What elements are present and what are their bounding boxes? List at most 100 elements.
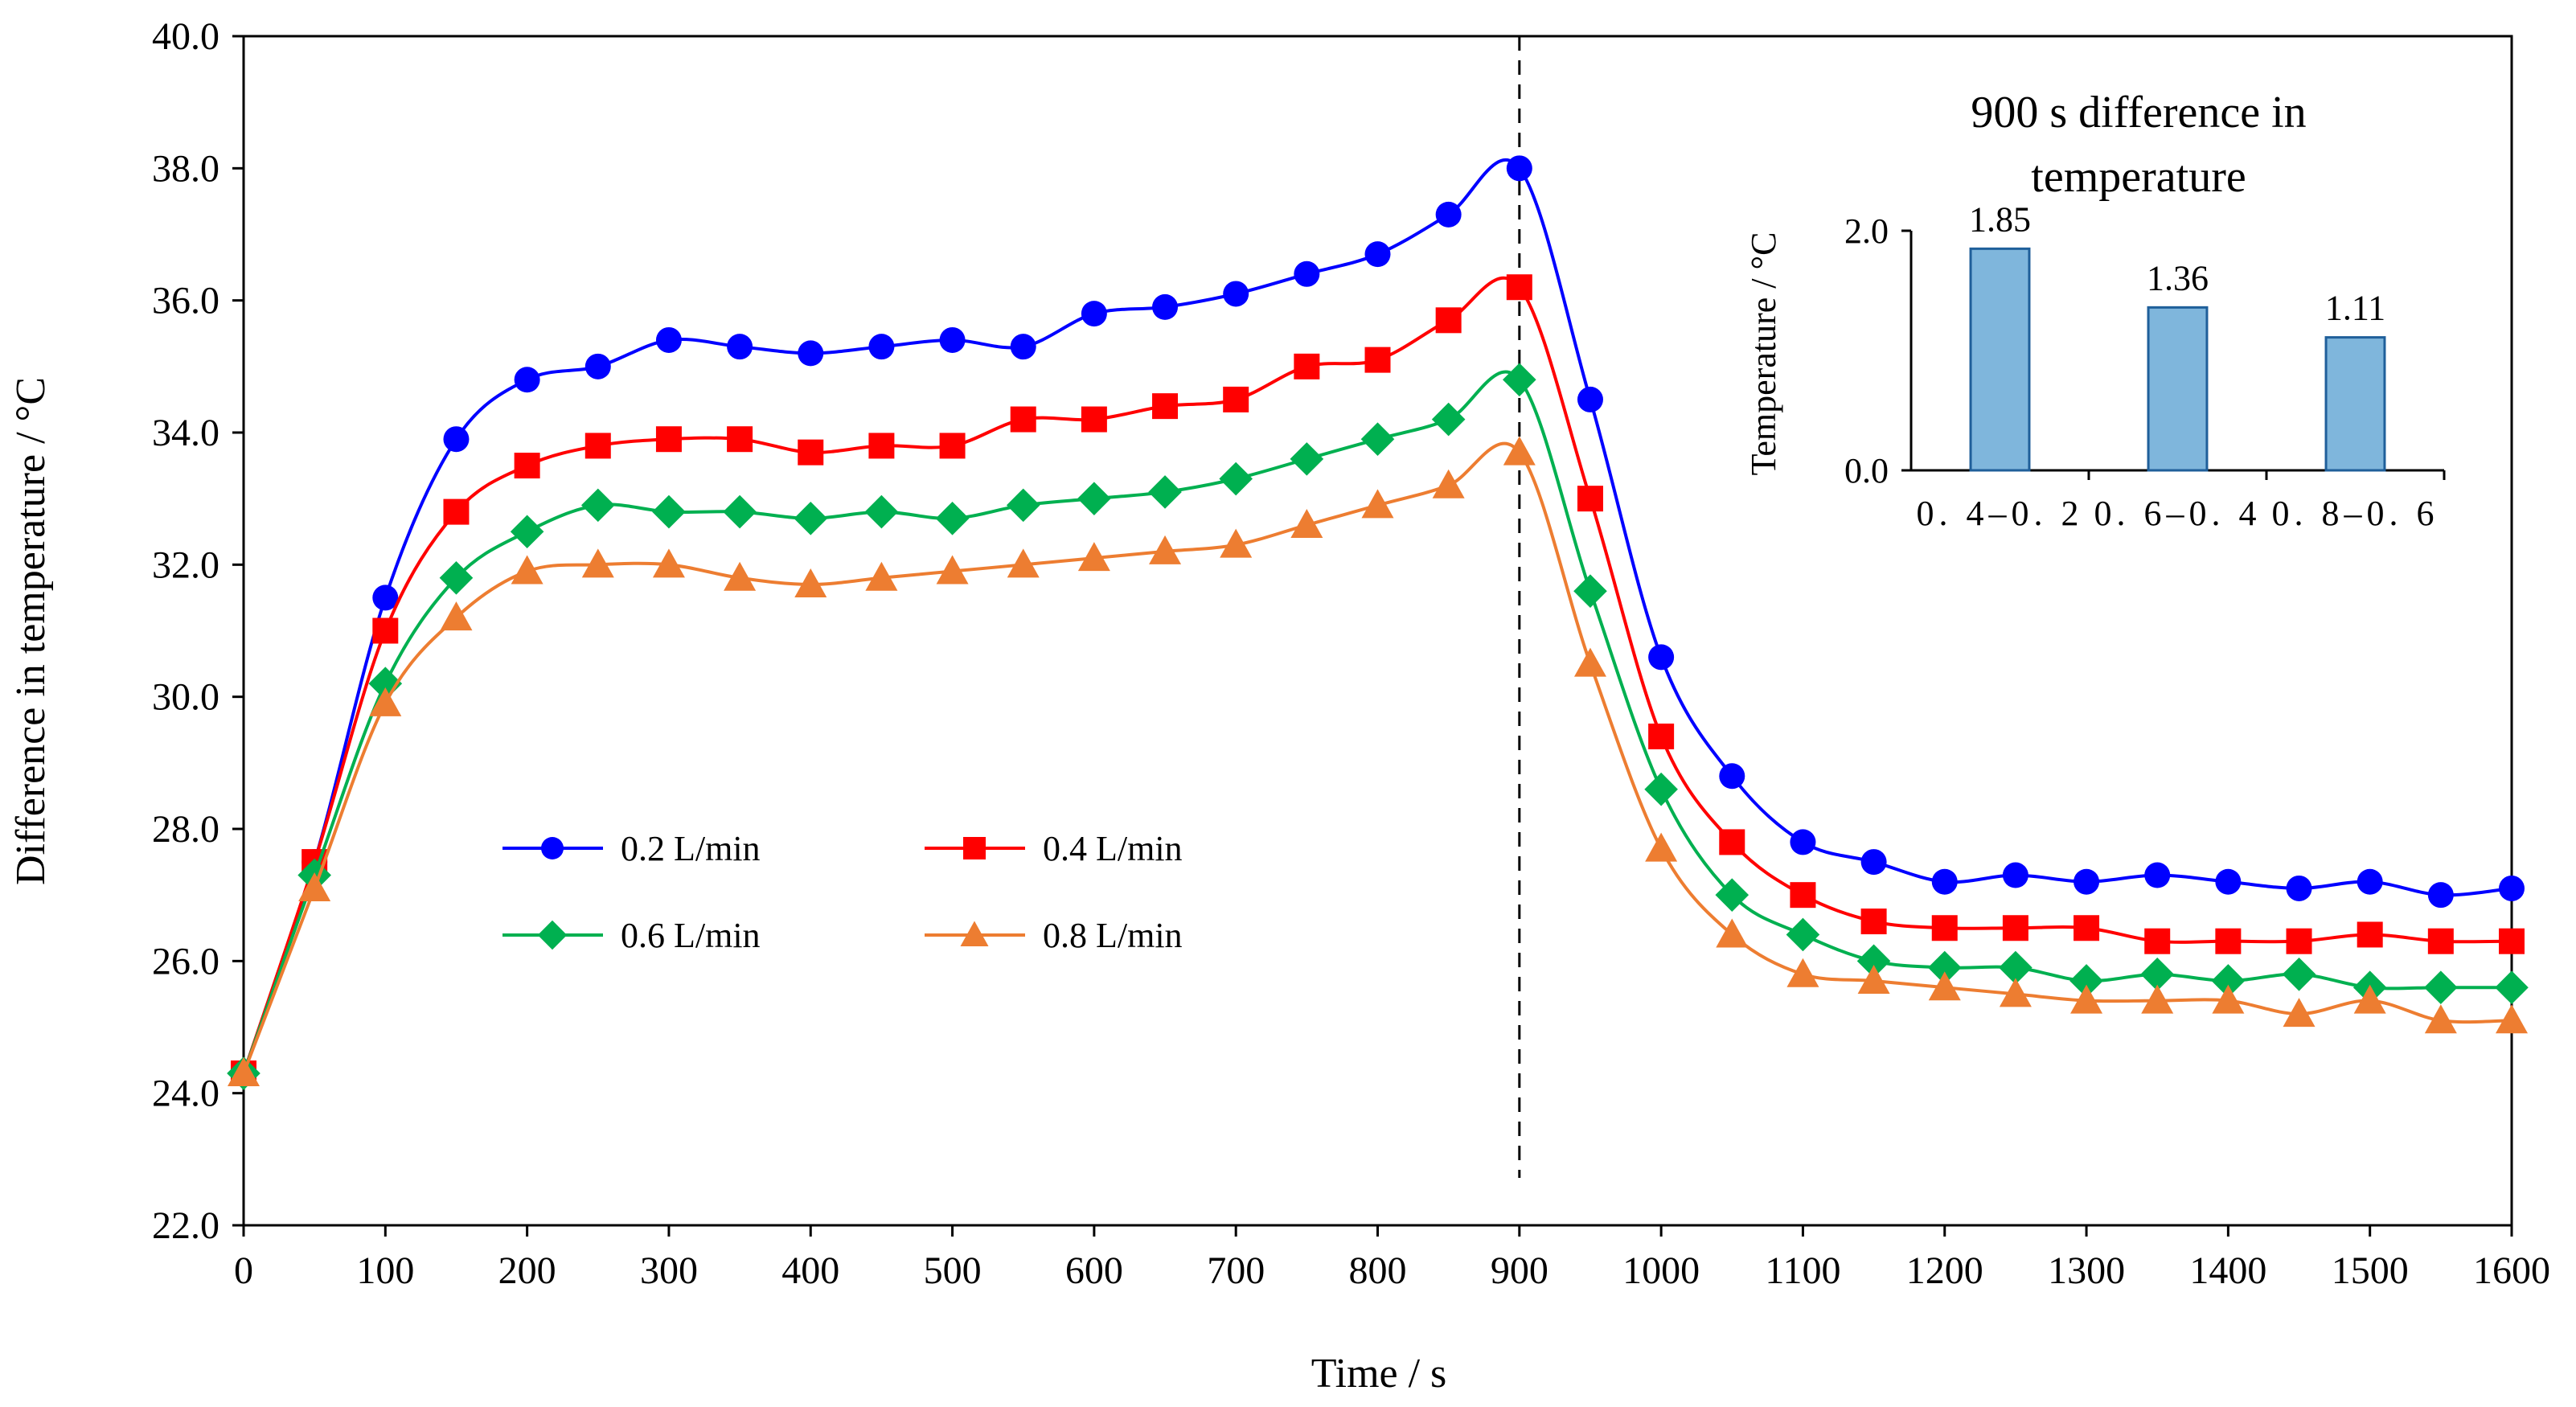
data-point [369, 687, 402, 716]
data-point [1503, 363, 1536, 397]
data-point [1360, 422, 1395, 457]
data-point [1645, 832, 1678, 862]
data-point [2357, 921, 2383, 948]
data-point [2215, 868, 2242, 895]
data-point [1999, 978, 2032, 1007]
data-point [2002, 915, 2028, 941]
y-tick-label: 28.0 [152, 808, 219, 851]
data-point [1152, 293, 1179, 320]
data-point [514, 453, 540, 479]
main-axes: 22.0 24.0 26.0 28.0 30.0 32.0 34.0 36.0 38.0 40.0… [152, 15, 2550, 1292]
data-point [2283, 998, 2316, 1028]
data-point [1790, 829, 1816, 855]
data-point [1294, 353, 1320, 379]
data-point [798, 439, 824, 466]
data-point [1860, 849, 1887, 876]
data-point [1149, 535, 1182, 564]
data-point [443, 498, 470, 525]
data-point [935, 502, 970, 535]
data-point [2495, 970, 2529, 1004]
data-point [1856, 944, 1891, 978]
x-tick-label: 1100 [1765, 1249, 1840, 1292]
series-0-2-l-min [231, 155, 2525, 1087]
data-point [2215, 928, 2242, 954]
data-point [1220, 528, 1253, 558]
data-point [2069, 964, 2103, 998]
y-tick-label: 32.0 [152, 544, 219, 586]
data-point [1931, 868, 1958, 895]
x-tick-label: 1600 [2473, 1249, 2550, 1292]
data-point [1715, 878, 1749, 912]
data-point [2499, 928, 2525, 954]
data-point [439, 560, 474, 595]
data-point [2427, 928, 2454, 954]
data-point [1010, 406, 1036, 433]
data-point [2141, 984, 2174, 1014]
x-tick-label: 1300 [2048, 1249, 2125, 1292]
data-point [868, 433, 895, 459]
data-point [585, 433, 611, 459]
data-point [727, 426, 753, 453]
inset-y-tick-label: 0.0 [1844, 451, 1889, 490]
data-point [511, 555, 544, 585]
data-point [1223, 281, 1249, 307]
data-point [585, 353, 611, 379]
data-point [2211, 964, 2246, 998]
data-point [1007, 548, 1040, 578]
data-point [514, 367, 540, 393]
data-point [794, 568, 827, 597]
y-tick-label: 36.0 [152, 280, 219, 322]
data-point [655, 326, 682, 353]
x-tick-label: 500 [924, 1249, 982, 1292]
data-point [723, 494, 757, 529]
y-axis-title: Difference in temperature / °C [8, 377, 54, 885]
data-point [724, 561, 757, 591]
data-point [581, 548, 614, 578]
data-point [2427, 882, 2454, 909]
x-tick-label: 300 [640, 1249, 698, 1292]
data-point [1294, 260, 1320, 287]
data-point [652, 548, 685, 578]
data-point [1790, 882, 1816, 909]
legend-label: 0.8 L/min [1043, 916, 1183, 955]
data-point [2282, 957, 2316, 991]
legend-marker [541, 837, 564, 859]
data-point [1786, 917, 1820, 952]
data-point [798, 340, 824, 367]
data-point [1290, 442, 1324, 476]
data-point [2496, 1004, 2528, 1034]
data-point [2002, 862, 2028, 888]
x-tick-label: 1500 [2332, 1249, 2409, 1292]
x-tick-label: 900 [1491, 1249, 1548, 1292]
inset-bar [1969, 247, 2031, 472]
y-tick-label: 26.0 [152, 940, 219, 982]
inset-bars: 1.85 0. 4–0. 2 1.36 0. 6–0. 4 1.11 0. 8–0. 6 [1917, 199, 2434, 533]
legend-label: 0.4 L/min [1043, 829, 1183, 868]
legend-marker [960, 921, 989, 946]
data-point [1857, 964, 1890, 994]
data-point [1435, 201, 1462, 228]
data-point [1506, 155, 1532, 182]
inset-category-label: 0. 6–0. 4 [2094, 494, 2262, 533]
data-point [652, 494, 686, 529]
data-point [1927, 950, 1962, 985]
data-point [372, 585, 399, 611]
data-point [1648, 644, 1675, 671]
legend-item: 0.8 L/min [925, 916, 1183, 955]
legend-marker [537, 920, 568, 950]
inset-data-label: 1.11 [2325, 289, 2385, 328]
data-point [1081, 406, 1107, 433]
data-point [1644, 772, 1678, 806]
x-tick-label: 600 [1065, 1249, 1123, 1292]
data-point [1931, 915, 1958, 941]
data-point [1577, 386, 1603, 412]
data-point [2357, 868, 2383, 895]
data-point [939, 326, 966, 353]
data-point [2286, 875, 2312, 901]
series-0-8-l-min [228, 436, 2528, 1087]
legend-item: 0.4 L/min [925, 829, 1183, 868]
data-point [864, 494, 899, 529]
data-point [1786, 958, 1819, 987]
data-point [440, 601, 473, 631]
inset-y-tick-label: 2.0 [1844, 211, 1889, 251]
